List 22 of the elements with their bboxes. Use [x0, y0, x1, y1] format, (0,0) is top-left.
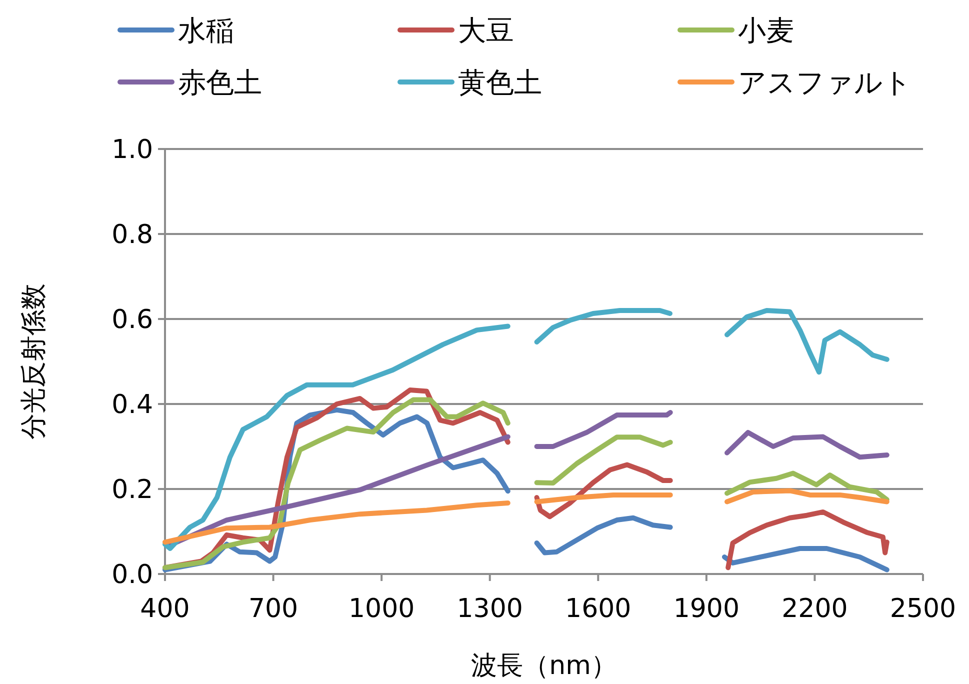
- y-tick-label: 0.6: [112, 305, 153, 335]
- x-tick-label: 700: [248, 594, 298, 624]
- legend-label: 大豆: [458, 14, 514, 47]
- x-axis-title: 波長（nm）: [471, 651, 617, 681]
- x-tick-label: 1000: [348, 594, 415, 624]
- y-tick-label: 0.8: [112, 220, 153, 250]
- y-tick-label: 0.0: [112, 560, 153, 590]
- legend-label: 赤色土: [178, 66, 262, 99]
- y-axis-title: 分光反射係数: [19, 284, 49, 440]
- x-tick-label: 1600: [565, 594, 632, 624]
- legend-label: 黄色土: [458, 66, 542, 99]
- y-tick-label: 0.2: [112, 475, 153, 505]
- x-tick-label: 2200: [782, 594, 848, 624]
- y-tick-label: 0.4: [112, 390, 153, 420]
- legend-label: アスファルト: [738, 66, 912, 99]
- x-tick-label: 2500: [890, 594, 956, 624]
- x-tick-label: 1900: [673, 594, 740, 624]
- legend-label: 水稲: [178, 14, 234, 47]
- y-tick-label: 1.0: [112, 135, 153, 165]
- x-tick-label: 1300: [456, 594, 523, 624]
- legend-label: 小麦: [738, 14, 794, 47]
- x-tick-label: 400: [140, 594, 190, 624]
